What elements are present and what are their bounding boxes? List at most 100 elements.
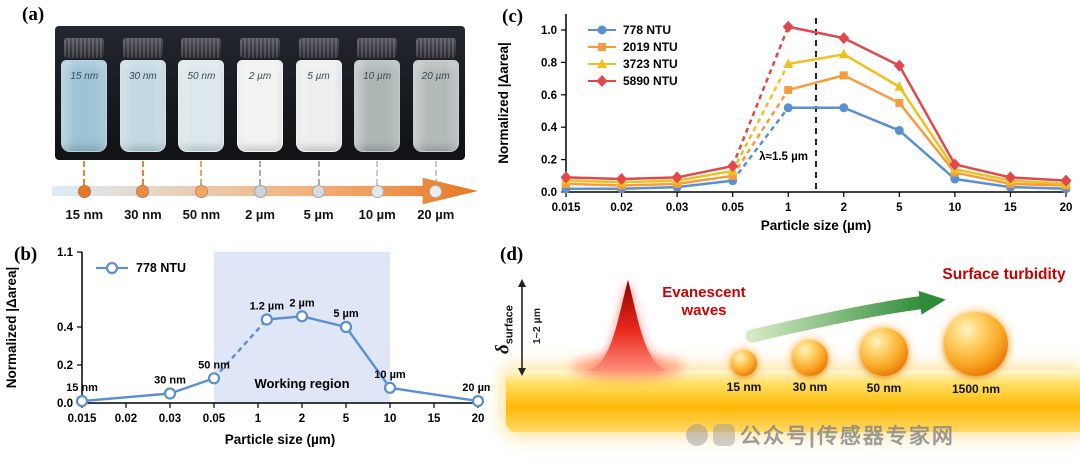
particle-sphere-icon [792,340,828,376]
svg-text:50 nm: 50 nm [198,359,230,371]
vial-cap-icon [122,38,163,58]
evanescent-wave-icon [572,280,684,381]
vial: 50 nm [177,38,225,156]
panel-d-graphics [518,279,946,381]
vial-size-label: 30 nm [128,71,157,82]
vial-body: 5 µm [295,60,342,152]
size-dot [77,185,91,198]
svg-text:0.6: 0.6 [541,90,557,102]
svg-text:Particle size (µm): Particle size (µm) [761,218,872,233]
size-label: 15 nm [65,207,104,222]
svg-text:1: 1 [785,202,792,214]
vial: 5 µm [295,38,343,156]
svg-text:0.015: 0.015 [552,202,581,214]
size-label: 5 µm [303,207,334,222]
svg-text:778 NTU: 778 NTU [136,261,186,275]
svg-text:0.8: 0.8 [541,57,558,69]
panel-c-label: (c) [502,6,524,27]
vial: 30 nm [119,38,167,156]
dash-line [259,161,262,185]
vial-cap-icon [64,38,105,58]
svg-text:0.05: 0.05 [203,413,226,425]
svg-text:2: 2 [299,413,305,425]
vial-body: 30 nm [119,60,166,152]
size-dot [136,185,150,198]
watermark-logo-icon [713,424,735,446]
svg-text:20 µm: 20 µm [462,382,490,394]
vial-size-label: 10 µm [363,71,392,82]
svg-text:10: 10 [948,202,961,214]
svg-text:30 nm: 30 nm [154,375,186,387]
svg-text:5: 5 [896,202,903,214]
vial-body: 50 nm [178,60,225,152]
vial: 10 µm [353,38,401,156]
svg-text:10: 10 [384,413,397,425]
vial-size-label: 15 nm [70,71,99,82]
dash-line [83,161,86,185]
svg-text:0.2: 0.2 [57,360,73,372]
svg-text:2 µm: 2 µm [289,297,315,309]
delta-surface-label: δsurface [492,280,515,380]
dash-line [317,161,320,185]
dash-connectors [55,161,465,185]
svg-text:1.1: 1.1 [57,247,74,259]
vial-size-label: 5 µm [307,71,330,82]
svg-text:15: 15 [428,413,441,425]
surface-turbidity-label: Surface turbidity [942,266,1066,283]
svg-text:1: 1 [255,413,262,425]
vial-body: 20 µm [412,60,459,152]
particle-sphere-icon [731,350,757,376]
watermark-text: 公众号|传感器专家网 [740,425,955,448]
svg-text:0.02: 0.02 [610,202,632,214]
svg-text:15: 15 [1004,202,1017,214]
svg-text:Normalized |Δarea|: Normalized |Δarea| [4,267,19,389]
vial-cap-icon [181,38,222,58]
delta-arrow-icon [518,279,526,376]
svg-text:15 nm: 15 nm [66,382,98,394]
svg-text:0.4: 0.4 [57,322,74,334]
particle-size-label: 15 nm [726,380,762,394]
svg-text:0.05: 0.05 [721,202,744,214]
vial: 20 µm [412,38,460,156]
dash-line [434,161,437,185]
svg-text:0.0: 0.0 [57,398,73,410]
particle-sphere-icon [860,328,908,376]
vial: 2 µm [236,38,284,156]
size-dot [370,185,384,198]
evanescent-waves-label: Evanescent waves [662,284,746,319]
vial: 15 nm [60,38,108,156]
size-dot [429,185,443,198]
svg-text:20: 20 [1060,202,1073,214]
vial-body: 15 nm [61,60,108,152]
size-label: 50 nm [182,207,221,222]
size-labels: 15 nm 30 nm 50 nm 2 µm 5 µm 10 µm 20 µm [55,207,465,222]
size-label: 20 µm [417,207,455,222]
watermark: 公众号|传感器专家网 [686,420,955,450]
svg-text:20: 20 [472,413,485,425]
svg-text:λ≈1.5 µm: λ≈1.5 µm [759,151,808,163]
vial-cap-icon [415,38,456,58]
panel-b-label: (b) [14,244,38,265]
waveguide-surface [506,370,1080,432]
svg-text:2019 NTU: 2019 NTU [623,40,678,54]
panel-d-label: (d) [500,244,524,265]
vial-body: 10 µm [354,60,401,152]
particle-size-label: 1500 nm [951,382,1001,396]
svg-text:1.0: 1.0 [541,25,557,37]
size-dot [253,185,267,198]
vial-cap-icon [357,38,398,58]
penetration-depth-label: 1~2 µm [531,307,543,345]
svg-text:Working region: Working region [254,376,349,391]
svg-text:0.03: 0.03 [666,202,688,214]
particle-sphere-icon [944,312,1008,376]
svg-text:778 NTU: 778 NTU [623,23,671,37]
svg-text:0.02: 0.02 [115,413,137,425]
svg-text:Particle size (µm): Particle size (µm) [225,432,336,447]
watermark-logo-icon [686,424,708,446]
delta-symbol: δ [492,344,514,355]
size-dots [55,185,465,198]
dash-line [376,161,379,185]
svg-text:5: 5 [343,413,350,425]
svg-text:1.2 µm: 1.2 µm [250,301,285,313]
